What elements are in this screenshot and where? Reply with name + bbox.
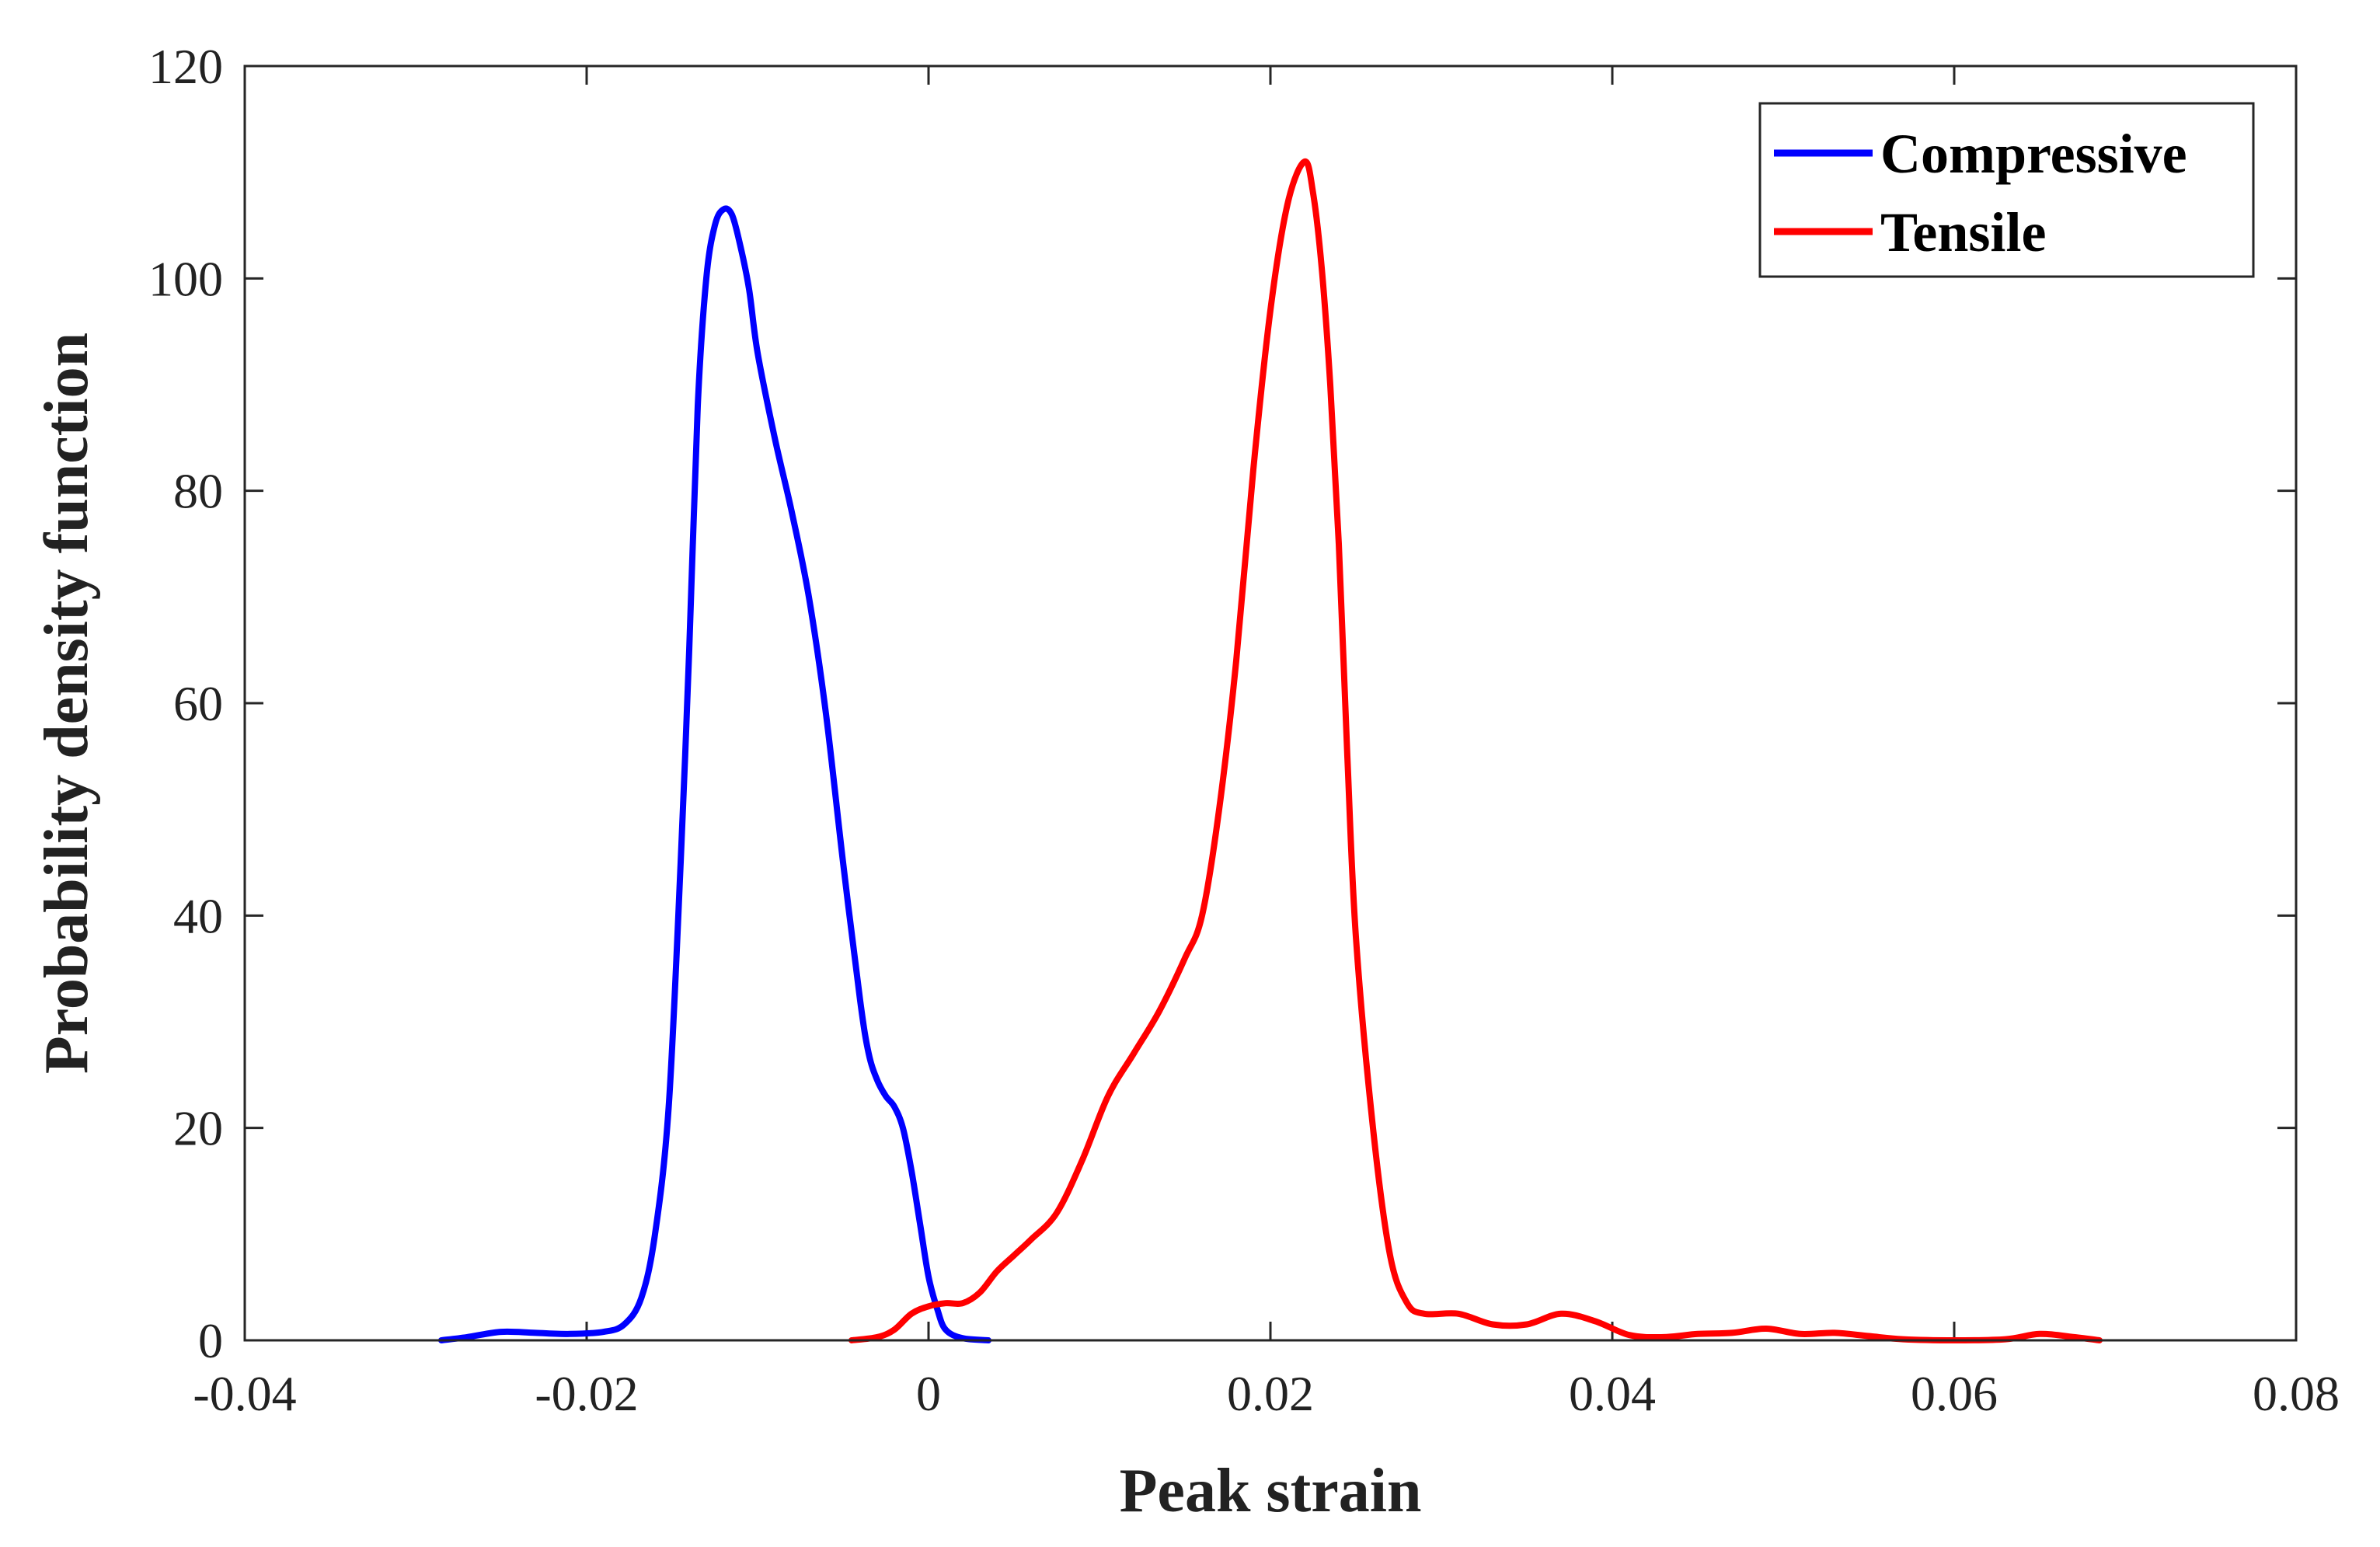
x-tick-label: 0.02 bbox=[1227, 1366, 1314, 1421]
plot-area-frame bbox=[243, 64, 2298, 1342]
legend: Compressive Tensile bbox=[1758, 102, 2255, 278]
x-tick-label: 0.04 bbox=[1569, 1366, 1656, 1421]
series-line-compressive bbox=[438, 205, 991, 1343]
x-tick-label: 0.06 bbox=[1911, 1366, 1998, 1421]
legend-label-tensile: Tensile bbox=[1880, 201, 2046, 263]
y-tick-label: 120 bbox=[148, 39, 223, 94]
series-line-tensile bbox=[849, 159, 2103, 1343]
y-tick-label: 40 bbox=[173, 888, 223, 943]
y-tick-label: 80 bbox=[173, 464, 223, 519]
legend-label-compressive: Compressive bbox=[1880, 123, 2187, 185]
y-tick-label: 20 bbox=[173, 1101, 223, 1156]
y-tick-label: 100 bbox=[148, 251, 223, 306]
series-layer bbox=[438, 159, 2103, 1343]
x-tick-label: 0.08 bbox=[2253, 1366, 2340, 1421]
x-tick-label: -0.02 bbox=[535, 1366, 638, 1421]
y-axis-title: Probability density function bbox=[33, 333, 101, 1074]
x-tick-label: 0 bbox=[916, 1366, 941, 1421]
legend-box bbox=[1758, 102, 2255, 278]
ticks-layer: -0.04 -0.02 0 0.02 0.04 0.06 0.08 0 20 40 60 80 100 1… bbox=[148, 39, 2340, 1421]
x-tick-label: -0.04 bbox=[193, 1366, 296, 1421]
y-tick-label: 60 bbox=[173, 676, 223, 731]
x-axis-title: Peak strain bbox=[1120, 1457, 1422, 1525]
y-tick-label: 0 bbox=[198, 1313, 223, 1368]
